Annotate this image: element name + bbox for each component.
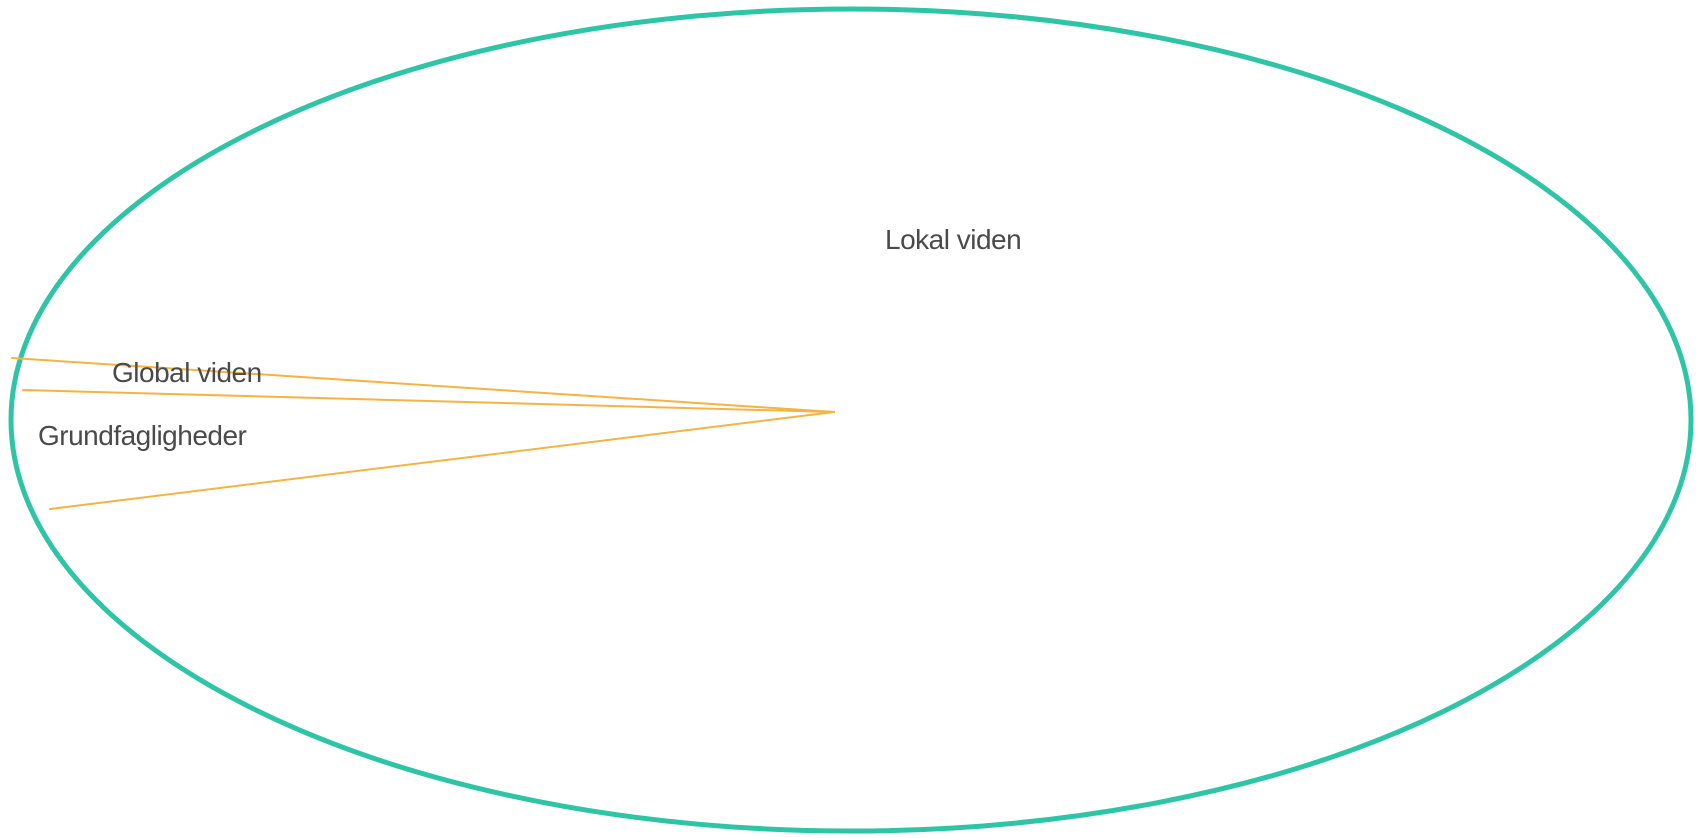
lokal-viden-label: Lokal viden [885, 224, 1021, 255]
wedge-line-bottom [49, 411, 835, 510]
wedge-line-middle [22, 389, 835, 413]
grundfagligheder-label: Grundfagligheder [38, 420, 247, 451]
outer-ellipse [8, 6, 1694, 834]
global-viden-label: Global viden [112, 357, 262, 388]
wedge-line-top [11, 357, 835, 413]
wedge-lines [11, 357, 835, 510]
